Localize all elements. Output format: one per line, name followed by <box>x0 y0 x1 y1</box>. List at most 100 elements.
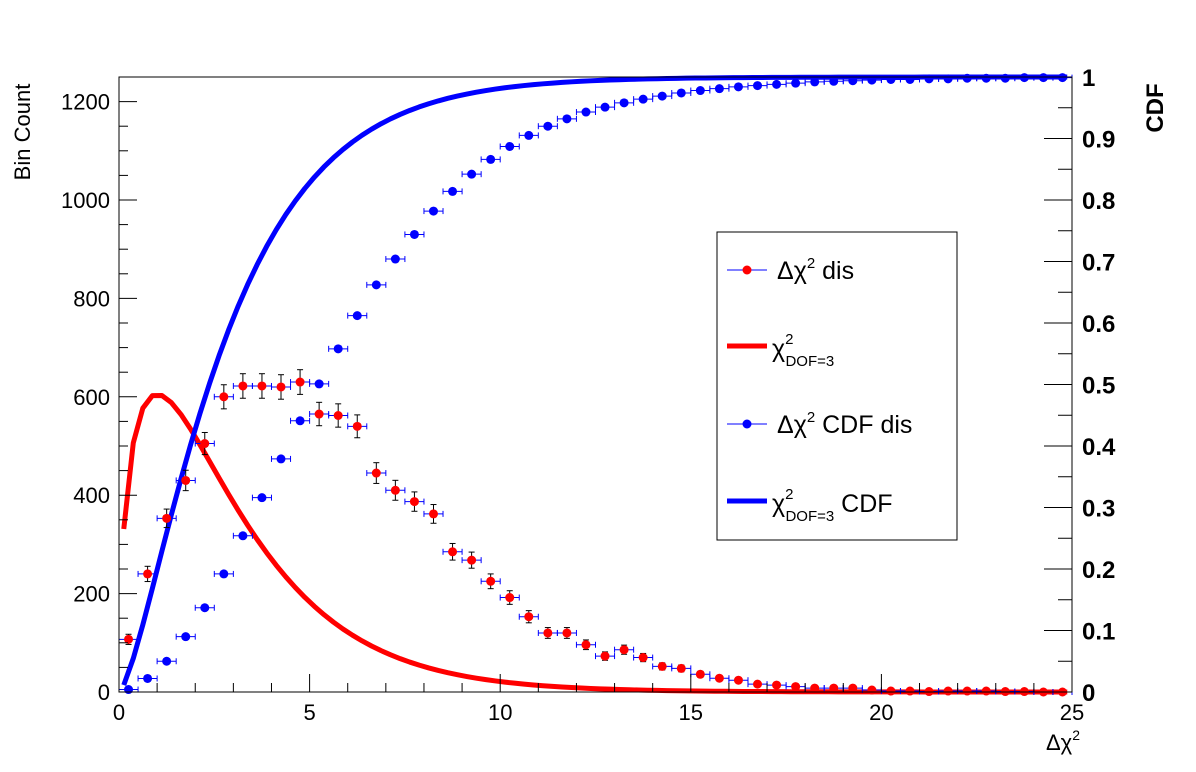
dchi2-dis-point <box>309 401 330 427</box>
x-tick-label: 10 <box>488 700 512 725</box>
legend-entry-chi2-dof3-cdf: χ2 DOF=3 CDF <box>727 486 893 525</box>
data-marker <box>943 686 953 696</box>
dchi2-dis-point <box>461 551 482 569</box>
data-marker <box>600 102 610 112</box>
data-marker <box>409 229 419 239</box>
x-axis-title-sup: 2 <box>1072 727 1080 743</box>
data-marker <box>409 497 419 507</box>
y-axis-left: 0 200 400 600 800 1000 1200 <box>61 76 137 705</box>
data-marker <box>486 154 496 164</box>
x-tick-label: 20 <box>869 700 893 725</box>
dchi2-dis-point <box>614 644 635 655</box>
data-marker <box>448 186 458 196</box>
dchi2-dis-point <box>213 384 234 410</box>
data-marker <box>714 673 724 683</box>
dchi2-cdf-dis-point <box>690 86 711 96</box>
legend-box <box>716 231 958 541</box>
data-marker <box>295 416 305 426</box>
legend-entry-chi2-dof3: χ2 DOF=3 <box>727 331 834 370</box>
data-marker <box>772 680 782 690</box>
data-marker <box>829 76 839 86</box>
dchi2-dis-point <box>728 675 749 685</box>
data-marker <box>1038 73 1048 83</box>
data-marker <box>867 75 877 85</box>
data-marker <box>467 169 477 179</box>
dchi2-cdf-dis-point <box>823 76 844 86</box>
y2-tick-label: 0.1 <box>1082 619 1115 646</box>
y-axis-title: Bin Count <box>10 84 35 181</box>
y2-tick-label: 0.8 <box>1082 188 1115 215</box>
data-marker <box>219 569 229 579</box>
data-marker <box>981 686 991 696</box>
dchi2-cdf-dis-point <box>442 186 463 196</box>
dchi2-cdf-dis-point <box>671 88 692 98</box>
data-marker <box>162 656 172 666</box>
dchi2-dis-point <box>595 651 616 661</box>
dchi2-dis-point <box>690 669 711 679</box>
data-marker <box>733 675 743 685</box>
data-marker <box>352 311 362 321</box>
x-tick-label: 25 <box>1060 700 1084 725</box>
dchi2-cdf-dis-point <box>728 82 749 92</box>
data-marker <box>581 640 591 650</box>
dchi2-cdf-dis-point <box>347 311 368 321</box>
data-marker <box>905 74 915 84</box>
data-marker <box>619 98 629 108</box>
data-marker <box>638 653 648 663</box>
dchi2-dis-point <box>385 479 406 501</box>
y-tick-label: 200 <box>73 582 110 607</box>
data-marker <box>143 673 153 683</box>
dchi2-cdf-dis-point <box>309 379 330 389</box>
data-marker <box>562 628 572 638</box>
data-marker <box>1000 73 1010 83</box>
data-marker <box>695 669 705 679</box>
data-marker <box>276 454 286 464</box>
data-marker <box>238 531 248 541</box>
y2-tick-label: 0.2 <box>1082 557 1115 584</box>
dchi2-dis-point <box>251 373 272 399</box>
data-marker <box>1019 73 1029 83</box>
data-marker <box>467 555 477 565</box>
dchi2-cdf-dis-point <box>1014 73 1035 83</box>
dchi2-cdf-dis-point <box>614 98 635 108</box>
legend-label-dchi2-cdf-dis: Δχ2 CDF dis <box>777 409 912 439</box>
dchi2-dis-point <box>442 542 463 561</box>
data-marker <box>352 421 362 431</box>
dchi2-dis-point <box>823 683 844 693</box>
y-tick-label: 0 <box>98 680 110 705</box>
data-marker <box>276 382 286 392</box>
dchi2-dis-point <box>328 403 349 428</box>
data-marker <box>181 632 191 642</box>
y2-tick-label: 0.3 <box>1082 496 1115 523</box>
data-marker <box>962 73 972 83</box>
dchi2-dis-point <box>290 369 311 395</box>
dchi2-cdf-dis-point <box>480 154 501 164</box>
data-marker <box>619 645 629 655</box>
legend-entry-dchi2-cdf-dis: Δχ2 CDF dis <box>727 409 912 439</box>
dchi2-cdf-dis-point <box>785 78 806 88</box>
dchi2-cdf-dis-point <box>175 632 196 642</box>
data-marker <box>943 74 953 84</box>
y2-tick-label: 0.9 <box>1082 127 1115 154</box>
data-marker <box>829 683 839 693</box>
dchi2-cdf-dis-point <box>1033 73 1054 83</box>
data-marker <box>581 107 591 117</box>
dchi2-dis-point <box>747 679 768 689</box>
data-marker <box>886 74 896 84</box>
dchi2-dis-point <box>709 673 730 683</box>
dchi2-dis-point <box>156 508 177 529</box>
data-marker <box>676 663 686 673</box>
x-tick-label: 15 <box>679 700 703 725</box>
data-marker <box>791 682 801 692</box>
y-tick-label: 400 <box>73 483 110 508</box>
x-axis: 0 5 10 15 20 25 <box>113 674 1084 725</box>
dchi2-cdf-dis-point <box>499 141 520 151</box>
dchi2-dis-point <box>270 374 292 400</box>
data-marker <box>772 79 782 89</box>
dchi2-cdf-dis-point <box>270 454 292 464</box>
data-marker <box>676 88 686 98</box>
dchi2-dis-point <box>575 639 596 651</box>
dchi2-dis-point <box>423 504 444 524</box>
data-marker <box>657 661 667 671</box>
dchi2-cdf-dis-point <box>652 91 673 101</box>
